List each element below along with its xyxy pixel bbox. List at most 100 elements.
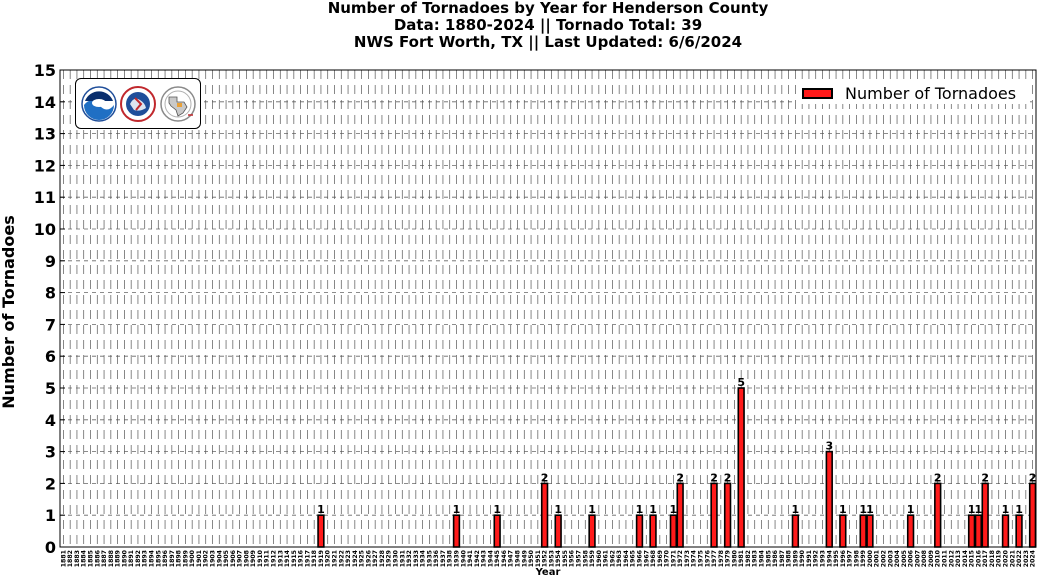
bar-label-1996: 1: [839, 503, 847, 516]
x-tick-label: 2012: [948, 550, 955, 567]
x-tick-label: 2017: [982, 550, 989, 567]
bar-1945: [493, 514, 501, 548]
x-tick-label: 1999: [860, 550, 867, 567]
x-tick-label: 2008: [921, 550, 928, 567]
x-tick-label: 1912: [271, 550, 278, 567]
bar-label-2006: 1: [907, 503, 915, 516]
x-tick-label: 1905: [223, 550, 230, 567]
x-tick-label: 1923: [345, 550, 352, 567]
x-tick-label: 1951: [535, 550, 542, 567]
x-tick-label: 1981: [738, 550, 745, 567]
bar-label-1959: 1: [588, 503, 596, 516]
x-tick-label: 1939: [454, 550, 461, 567]
y-tick-label: 13: [34, 125, 56, 144]
x-tick-label: 1919: [318, 550, 325, 567]
x-tick-label: 2021: [1009, 550, 1016, 567]
x-tick-label: 1908: [243, 550, 250, 567]
bar-label-1966: 1: [636, 503, 644, 516]
x-tick-label: 1896: [162, 550, 169, 567]
bar-1994: [825, 450, 833, 548]
x-tick-label: 1997: [847, 550, 854, 567]
x-tick-label: 1903: [210, 550, 217, 567]
plot-frame: [59, 69, 1037, 548]
noaa-logo-icon: [81, 86, 117, 122]
bar-label-1972: 2: [676, 471, 684, 484]
x-tick-label: 1962: [609, 550, 616, 567]
x-tick-label: 1900: [189, 549, 196, 567]
x-tick-label: 1888: [108, 550, 115, 567]
x-tick-label: 1938: [447, 550, 454, 567]
bars: [317, 387, 1037, 548]
bar-2016: [974, 514, 983, 548]
x-tick-label: 1946: [501, 550, 508, 567]
x-tick-label: 1974: [691, 549, 698, 567]
bar-1954: [554, 514, 562, 548]
x-tick-label: 1979: [725, 550, 732, 567]
x-tick-label: 1987: [779, 550, 786, 567]
x-tick-label: 1917: [304, 550, 311, 567]
x-tick-label: 2002: [881, 550, 888, 567]
x-tick-label: 2022: [1016, 550, 1023, 567]
x-tick-label: 1945: [494, 550, 501, 567]
x-tick-label: 1965: [630, 550, 637, 567]
x-tick-label: 1906: [230, 550, 237, 567]
x-tick-label: 1909: [250, 550, 257, 567]
y-tick-label: 15: [34, 61, 56, 80]
bar-1977: [710, 482, 718, 548]
x-tick-label: 2023: [1023, 550, 1030, 567]
x-tick-label: 1891: [128, 550, 135, 567]
x-tick-label: 1967: [643, 550, 650, 567]
y-axis-label: Number of Tornadoes: [0, 215, 18, 408]
bar-label-1981: 5: [737, 376, 745, 389]
bar-label-2010: 2: [934, 471, 942, 484]
x-tick-label: 1954: [555, 549, 562, 567]
x-tick-label: 2004: [894, 549, 901, 567]
x-tick-label: 1884: [81, 549, 88, 567]
bar-2020: [1001, 514, 1010, 548]
bar-label-1919: 1: [317, 503, 325, 516]
bar-1971: [669, 514, 678, 548]
x-tick-label: 1937: [440, 550, 447, 567]
bar-label-2015: 1: [968, 503, 976, 516]
legend-swatch: [802, 87, 833, 99]
x-tick-label: 1957: [576, 550, 583, 567]
x-tick-label: 1921: [332, 550, 339, 567]
y-tick-label: 14: [34, 93, 56, 112]
bar-1952: [540, 482, 549, 548]
y-tick-label: 8: [45, 284, 56, 303]
x-tick-label: 1990: [799, 549, 806, 567]
x-tick-label: 1922: [338, 550, 345, 567]
grid-lines: [60, 70, 1036, 547]
bar-2022: [1015, 514, 1023, 548]
x-tick-label: 2000: [867, 549, 874, 567]
x-tick-label: 1907: [237, 550, 244, 567]
y-tick-label: 3: [45, 443, 56, 462]
x-tick-label: 1976: [704, 550, 711, 567]
y-tick-label: 5: [45, 379, 56, 398]
y-tick-label: 12: [34, 156, 56, 175]
x-tick-label: 1966: [637, 550, 644, 567]
x-tick-label: 1964: [623, 549, 630, 567]
x-tick-label: 1970: [664, 549, 671, 567]
bar-1966: [635, 514, 644, 548]
bar-2024: [1028, 482, 1037, 548]
x-tick-label: 1988: [786, 550, 793, 567]
bar-label-1989: 1: [792, 503, 800, 516]
y-tick-label: 11: [34, 188, 56, 207]
x-tick-label: 1895: [155, 550, 162, 567]
x-tick-label: 2006: [908, 550, 915, 567]
bar-2006: [906, 514, 915, 548]
x-tick-label: 2011: [942, 550, 949, 567]
x-tick-label: 1972: [677, 550, 684, 567]
x-axis-ticks: 1881 1882 1883 1884 1885 1886 1887 1888 1889 1890…: [60, 549, 1036, 567]
x-tick-label: 1942: [474, 550, 481, 567]
title-line-3: NWS Fort Worth, TX || Last Updated: 6/6/…: [353, 33, 743, 51]
x-tick-label: 1890: [121, 549, 128, 567]
x-tick-label: 2016: [975, 550, 982, 567]
x-axis-label: Year: [535, 567, 561, 578]
x-tick-label: 1944: [487, 549, 494, 567]
x-tick-label: 1927: [372, 550, 379, 567]
x-tick-label: 2003: [887, 550, 894, 567]
bar-1972: [676, 482, 684, 548]
